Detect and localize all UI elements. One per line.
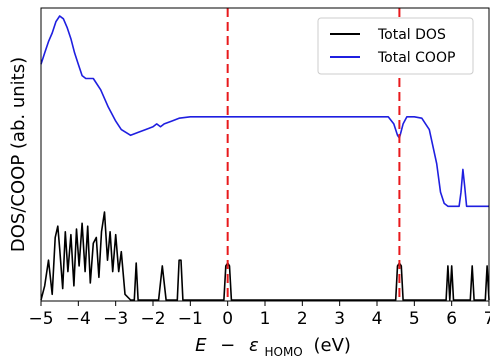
x-axis-label-eps: ε <box>249 335 259 356</box>
x-tick-label: 1 <box>260 309 271 329</box>
series-layer <box>40 15 490 301</box>
legend-label-dos: Total DOS <box>377 27 446 43</box>
legend: Total DOS Total COOP <box>317 17 474 75</box>
x-tick-label: −2 <box>140 309 165 329</box>
x-tick-label: −5 <box>28 309 53 329</box>
x-tick-label: 5 <box>409 309 420 329</box>
legend-box <box>317 17 474 75</box>
x-tick-label: 3 <box>334 309 345 329</box>
x-tick-label: 2 <box>297 309 308 329</box>
x-tick-label: 7 <box>484 309 490 329</box>
x-tick-label: −3 <box>103 309 128 329</box>
x-tick-layer: −5 −4 −3 −2 −1 0 1 2 3 4 5 6 7 <box>28 301 490 329</box>
x-axis-label-var: E <box>195 335 207 356</box>
legend-label-coop: Total COOP <box>377 50 455 66</box>
x-tick-label: 0 <box>222 309 233 329</box>
series-line-total-coop <box>40 15 489 208</box>
x-axis-label-sub: HOMO <box>264 345 302 359</box>
x-axis-label: E − ε HOMO (eV) <box>195 335 351 359</box>
x-tick-label: 6 <box>446 309 457 329</box>
x-tick-label: −1 <box>178 309 203 329</box>
x-tick-label: 4 <box>372 309 383 329</box>
series-line-total-dos <box>40 211 490 301</box>
y-axis-label: DOS/COOP (ab. units) <box>8 57 29 252</box>
x-axis-label-unit: (eV) <box>313 335 350 356</box>
x-tick-label: −4 <box>66 309 91 329</box>
x-axis-label-minus: − <box>220 335 235 356</box>
